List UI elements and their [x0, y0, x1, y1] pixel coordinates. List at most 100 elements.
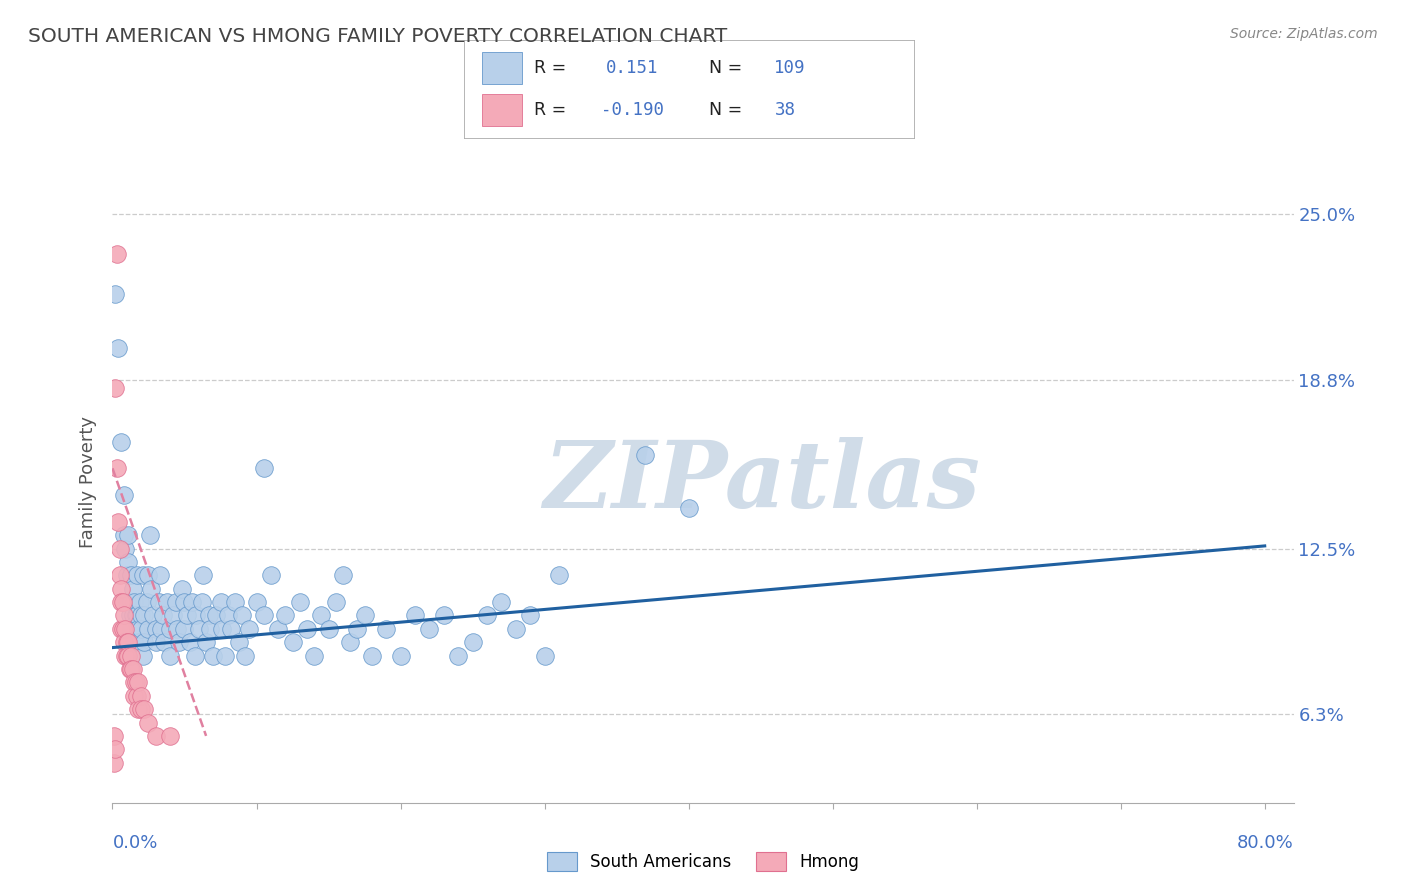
Point — [176, 608, 198, 623]
Point — [124, 675, 146, 690]
Point — [311, 608, 333, 623]
Point — [134, 608, 156, 623]
Point — [505, 622, 527, 636]
Point — [183, 648, 205, 663]
Legend: South Americans, Hmong: South Americans, Hmong — [540, 846, 866, 878]
Point — [167, 635, 190, 649]
Point — [375, 622, 398, 636]
Point — [159, 622, 181, 636]
Text: 0.0%: 0.0% — [112, 834, 157, 852]
Point — [112, 608, 135, 623]
Point — [120, 648, 142, 663]
Point — [211, 622, 233, 636]
Point — [125, 689, 148, 703]
Point — [134, 635, 156, 649]
Bar — [482, 52, 523, 85]
Point — [122, 675, 145, 690]
Point — [125, 608, 148, 623]
Point — [198, 608, 221, 623]
Point — [110, 582, 132, 596]
Text: 109: 109 — [775, 59, 806, 77]
Point — [129, 702, 152, 716]
Point — [228, 635, 250, 649]
Point — [202, 648, 225, 663]
Point — [233, 648, 256, 663]
Point — [108, 568, 131, 582]
Point — [111, 595, 134, 609]
Point — [104, 742, 127, 756]
Point — [111, 622, 134, 636]
Point — [122, 595, 145, 609]
Point — [127, 702, 149, 716]
Point — [224, 595, 246, 609]
Point — [117, 635, 139, 649]
Point — [124, 608, 146, 623]
Point — [121, 608, 143, 623]
Point — [128, 635, 150, 649]
Point — [107, 341, 129, 355]
Point — [191, 595, 214, 609]
Point — [150, 622, 173, 636]
Point — [128, 595, 150, 609]
Point — [114, 541, 136, 556]
Point — [104, 287, 127, 301]
Point — [120, 622, 142, 636]
Point — [112, 488, 135, 502]
Point — [678, 501, 700, 516]
Point — [173, 622, 195, 636]
Point — [184, 608, 207, 623]
Point — [433, 608, 456, 623]
Point — [108, 541, 131, 556]
Point — [117, 648, 139, 663]
Point — [245, 595, 267, 609]
Point — [325, 595, 347, 609]
Point — [118, 662, 141, 676]
Point — [103, 756, 125, 770]
Text: Source: ZipAtlas.com: Source: ZipAtlas.com — [1230, 27, 1378, 41]
Point — [533, 648, 555, 663]
Point — [118, 608, 141, 623]
Point — [187, 622, 209, 636]
Point — [142, 608, 165, 623]
Point — [288, 595, 311, 609]
Point — [125, 568, 148, 582]
Point — [114, 622, 136, 636]
Point — [122, 689, 145, 703]
Point — [117, 528, 139, 542]
Point — [295, 622, 318, 636]
Point — [115, 635, 138, 649]
Text: 80.0%: 80.0% — [1237, 834, 1294, 852]
Point — [360, 648, 382, 663]
Point — [238, 622, 260, 636]
Point — [127, 675, 149, 690]
Point — [121, 582, 143, 596]
Point — [353, 608, 375, 623]
Text: N =: N = — [709, 102, 742, 120]
Bar — [482, 95, 523, 127]
Point — [129, 622, 152, 636]
Point — [332, 568, 354, 582]
Point — [302, 648, 325, 663]
Point — [148, 595, 170, 609]
Point — [519, 608, 541, 623]
Point — [339, 635, 361, 649]
Point — [475, 608, 498, 623]
Point — [166, 622, 188, 636]
Point — [260, 568, 283, 582]
Point — [153, 635, 176, 649]
Point — [156, 595, 179, 609]
Point — [136, 595, 159, 609]
Point — [115, 648, 138, 663]
Point — [180, 595, 202, 609]
Point — [132, 648, 155, 663]
Point — [173, 595, 195, 609]
Point — [115, 568, 138, 582]
Point — [129, 608, 152, 623]
Point — [134, 702, 156, 716]
Point — [114, 648, 136, 663]
Point — [103, 729, 125, 743]
Point — [253, 461, 276, 475]
Point — [200, 622, 222, 636]
Point — [145, 635, 167, 649]
Point — [129, 689, 152, 703]
